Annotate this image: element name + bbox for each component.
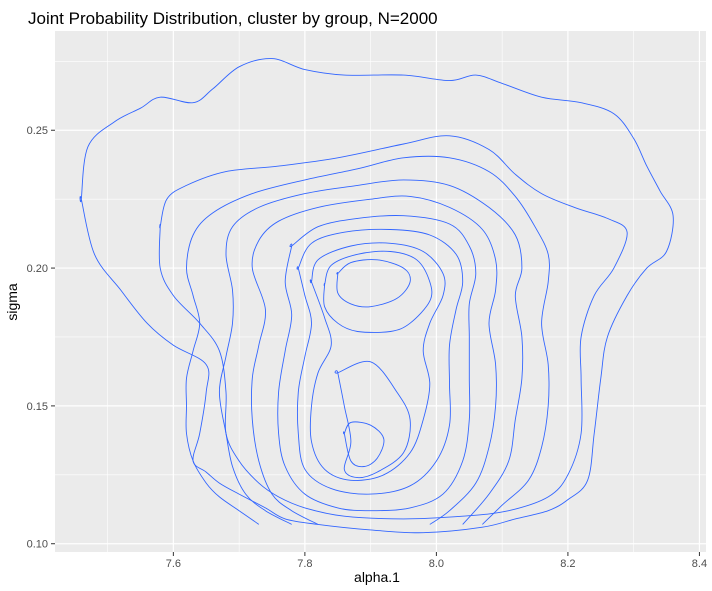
x-tick-label: 7.6	[166, 558, 181, 570]
contour-lines	[79, 58, 674, 534]
contour-line-9	[323, 250, 433, 333]
contour-line-5	[251, 195, 498, 525]
contour-line-4	[218, 179, 524, 525]
contour-line-2	[158, 135, 628, 520]
x-tick-label: 8.4	[692, 558, 707, 570]
y-tick-label: 0.10	[27, 539, 48, 551]
contour-line-8	[309, 242, 446, 481]
y-tick-label: 0.20	[27, 263, 48, 275]
x-tick-label: 8.0	[429, 558, 444, 570]
grid-major	[55, 31, 706, 552]
grid-minor	[55, 31, 706, 552]
x-tick-label: 8.2	[560, 558, 575, 570]
x-axis-label: alpha.1	[354, 569, 400, 585]
plot-panel	[55, 31, 706, 552]
contour-line-1	[79, 58, 674, 534]
contour-line-11	[336, 259, 411, 308]
contour-line-3	[185, 155, 550, 525]
y-tick-label: 0.15	[27, 401, 48, 413]
contour-line-7	[296, 228, 464, 495]
contour-line-12	[343, 421, 385, 468]
contour-line-10	[334, 360, 411, 479]
y-axis-ticks: 0.10 0.15 0.20 0.25	[27, 125, 55, 551]
x-tick-label: 7.8	[297, 558, 312, 570]
y-tick-label: 0.25	[27, 125, 48, 137]
y-axis-label: sigma	[4, 283, 20, 321]
chart-title: Joint Probability Distribution, cluster …	[28, 9, 438, 28]
x-axis-ticks: 7.6 7.8 8.0 8.2 8.4	[166, 552, 707, 570]
contour-line-6	[277, 215, 477, 512]
